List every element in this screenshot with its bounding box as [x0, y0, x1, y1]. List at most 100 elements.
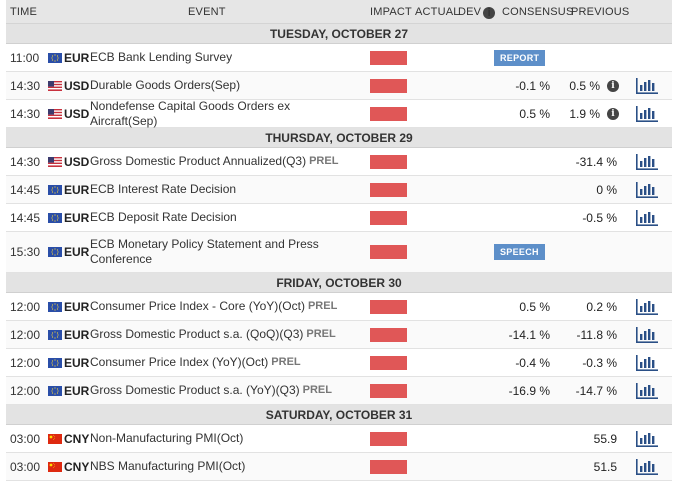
- day-header: THURSDAY, OCTOBER 29: [6, 128, 672, 148]
- eu-flag-icon: [48, 385, 62, 396]
- bar-chart-icon[interactable]: [636, 354, 658, 371]
- event-title[interactable]: Gross Domestic Product s.a. (YoY)(Q3): [90, 383, 300, 397]
- header-time[interactable]: TIME: [10, 6, 38, 18]
- eu-flag-icon: [48, 184, 62, 195]
- calendar-body: TUESDAY, OCTOBER 27 11:00 EUR ECB Bank Lend…: [6, 24, 672, 481]
- bar-chart-icon[interactable]: [636, 77, 658, 94]
- bar-chart-icon[interactable]: [636, 209, 658, 226]
- bar-chart-icon[interactable]: [636, 153, 658, 170]
- table-row[interactable]: 14:45 EUR ECB Deposit Rate Decision -0.5 %: [6, 204, 672, 232]
- info-icon[interactable]: i: [607, 107, 619, 120]
- consensus-value: -16.9 %: [508, 383, 550, 398]
- table-row[interactable]: 03:00 CNY Non-Manufacturing PMI(Oct) 55.9: [6, 425, 672, 453]
- header-dev[interactable]: DEV i: [458, 6, 496, 19]
- header-consensus[interactable]: CONSENSUS: [502, 6, 574, 18]
- impact-bar: [370, 383, 407, 398]
- event-name[interactable]: Gross Domestic Product s.a. (YoY)(Q3) PRE…: [90, 377, 340, 404]
- bar-chart-icon[interactable]: [636, 458, 658, 475]
- eu-flag-icon: [48, 52, 62, 63]
- report-badge[interactable]: REPORT: [494, 49, 546, 66]
- table-row[interactable]: 11:00 EUR ECB Bank Lending Survey REPORT: [6, 44, 672, 72]
- previous-value: 51.5: [593, 459, 617, 474]
- bar-chart-icon[interactable]: [636, 181, 658, 198]
- currency-code: CNY: [64, 431, 90, 446]
- event-time: 15:30: [10, 245, 41, 259]
- economic-calendar: TIME EVENT IMPACT ACTUAL DEV i CONSENSUS …: [6, 0, 672, 481]
- actual-value: [418, 148, 478, 175]
- table-row[interactable]: 03:00 CNY NBS Manufacturing PMI(Oct) 51.5: [6, 453, 672, 481]
- us-flag-icon: [48, 80, 62, 91]
- event-title[interactable]: ECB Monetary Policy Statement and Press …: [90, 237, 319, 266]
- header-actual[interactable]: ACTUAL: [415, 6, 460, 18]
- table-row[interactable]: 14:30 USD Durable Goods Orders(Sep) -0.1 % 0…: [6, 72, 672, 100]
- impact-bar: [370, 50, 407, 65]
- event-title[interactable]: Durable Goods Orders(Sep): [90, 78, 241, 92]
- event-name[interactable]: ECB Bank Lending Survey: [90, 44, 340, 71]
- table-header: TIME EVENT IMPACT ACTUAL DEV i CONSENSUS …: [6, 0, 672, 24]
- event-name[interactable]: Durable Goods Orders(Sep): [90, 72, 340, 99]
- event-time: 12:00: [10, 355, 41, 370]
- event-title[interactable]: ECB Interest Rate Decision: [90, 182, 237, 196]
- us-flag-icon: [48, 156, 62, 167]
- event-time: 03:00: [10, 431, 41, 446]
- previous-value: 0 %: [596, 182, 617, 197]
- table-row[interactable]: 12:00 EUR Gross Domestic Product s.a. (QoQ…: [6, 321, 672, 349]
- event-title[interactable]: Gross Domestic Product s.a. (QoQ)(Q3): [90, 327, 304, 341]
- currency-code: EUR: [64, 299, 90, 314]
- eu-flag-icon: [48, 329, 62, 340]
- event-name[interactable]: ECB Deposit Rate Decision: [90, 204, 340, 231]
- table-row[interactable]: 14:30 USD Nondefense Capital Goods Orders …: [6, 98, 672, 128]
- event-name[interactable]: ECB Interest Rate Decision: [90, 176, 340, 203]
- event-name[interactable]: Consumer Price Index (YoY)(Oct) PREL: [90, 349, 340, 376]
- event-name[interactable]: Non-Manufacturing PMI(Oct): [90, 425, 340, 452]
- event-time: 14:30: [10, 106, 41, 121]
- currency-code: EUR: [64, 182, 90, 197]
- bar-chart-icon[interactable]: [636, 298, 658, 315]
- bar-chart-icon[interactable]: [636, 382, 658, 399]
- prel-tag: PREL: [271, 356, 301, 368]
- event-name[interactable]: Gross Domestic Product s.a. (QoQ)(Q3) PRE…: [90, 321, 340, 348]
- info-icon[interactable]: i: [483, 7, 496, 19]
- event-name[interactable]: NBS Manufacturing PMI(Oct): [90, 453, 340, 480]
- event-name[interactable]: Consumer Price Index - Core (YoY)(Oct) PR…: [90, 293, 340, 320]
- event-title[interactable]: Consumer Price Index - Core (YoY)(Oct): [90, 299, 305, 313]
- header-previous[interactable]: PREVIOUS: [571, 6, 630, 18]
- event-title[interactable]: ECB Bank Lending Survey: [90, 50, 233, 64]
- bar-chart-icon[interactable]: [636, 430, 658, 447]
- table-row[interactable]: 12:00 EUR Consumer Price Index (YoY)(Oct) P…: [6, 349, 672, 377]
- event-name[interactable]: Nondefense Capital Goods Orders ex Aircr…: [90, 98, 340, 128]
- event-title[interactable]: Consumer Price Index (YoY)(Oct): [90, 355, 269, 369]
- info-icon[interactable]: i: [607, 79, 619, 92]
- speech-badge[interactable]: SPEECH: [494, 244, 545, 260]
- impact-bar: [370, 154, 407, 169]
- actual-value: [418, 453, 478, 480]
- event-name[interactable]: Gross Domestic Product Annualized(Q3) PRE…: [90, 148, 340, 175]
- event-title[interactable]: Non-Manufacturing PMI(Oct): [90, 431, 244, 445]
- bar-chart-icon[interactable]: [636, 326, 658, 343]
- event-name[interactable]: ECB Monetary Policy Statement and Press …: [90, 232, 340, 272]
- currency-code: USD: [64, 78, 90, 93]
- event-time: 12:00: [10, 299, 41, 314]
- currency-code: EUR: [64, 383, 90, 398]
- event-title[interactable]: ECB Deposit Rate Decision: [90, 210, 237, 224]
- table-row[interactable]: 15:30 EUR ECB Monetary Policy Statement an…: [6, 232, 672, 273]
- event-title[interactable]: Nondefense Capital Goods Orders ex Aircr…: [90, 98, 291, 128]
- table-row[interactable]: 14:45 EUR ECB Interest Rate Decision 0 %: [6, 176, 672, 204]
- prel-tag: PREL: [302, 384, 332, 396]
- table-row[interactable]: 12:00 EUR Consumer Price Index - Core (YoY…: [6, 293, 672, 321]
- cn-flag-icon: [48, 433, 62, 444]
- header-event[interactable]: EVENT: [188, 6, 226, 18]
- event-time: 14:45: [10, 182, 41, 197]
- event-title[interactable]: Gross Domestic Product Annualized(Q3): [90, 154, 307, 168]
- header-dev-label: DEV: [458, 6, 482, 18]
- impact-bar: [370, 245, 407, 259]
- consensus-value: 0.5 %: [519, 299, 550, 314]
- table-row[interactable]: 12:00 EUR Gross Domestic Product s.a. (YoY…: [6, 377, 672, 405]
- previous-value: -11.8 %: [576, 327, 617, 342]
- previous-value: 0.5 %: [569, 78, 600, 93]
- header-impact[interactable]: IMPACT: [370, 6, 412, 18]
- cn-flag-icon: [48, 461, 62, 472]
- event-title[interactable]: NBS Manufacturing PMI(Oct): [90, 459, 246, 473]
- table-row[interactable]: 14:30 USD Gross Domestic Product Annualize…: [6, 148, 672, 176]
- bar-chart-icon[interactable]: [636, 105, 658, 122]
